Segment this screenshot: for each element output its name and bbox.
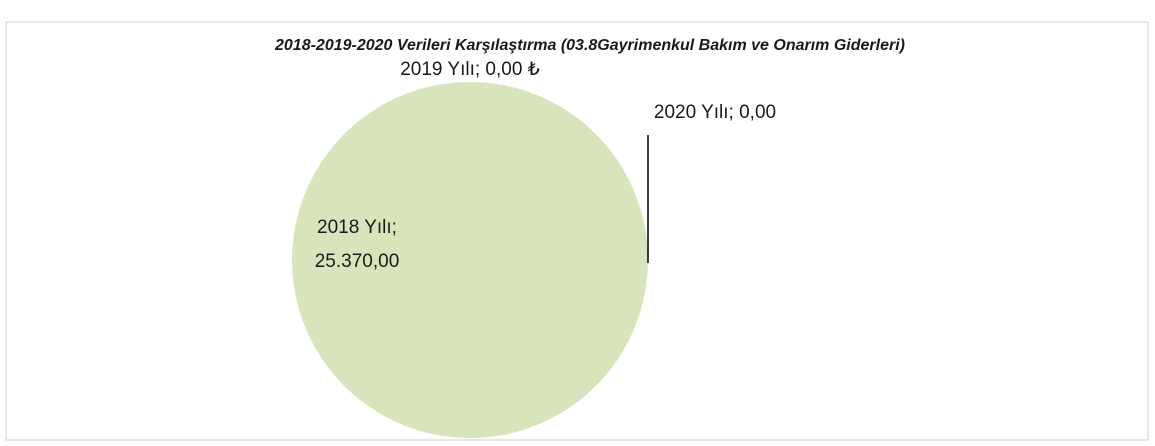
category-label: 2020 Yılı; (654, 102, 734, 123)
value-label: 25.370,00 (315, 251, 400, 272)
category-label: 2019 Yılı; (400, 59, 480, 80)
value-label: 0,00 (739, 102, 776, 123)
value-label: 0,00 ₺ (485, 59, 539, 80)
pie (292, 82, 648, 438)
pie-slice (292, 82, 648, 438)
chart-title: 2018-2019-2020 Verileri Karşılaştırma (0… (274, 37, 905, 54)
data-label: 2019 Yılı; 0,00 ₺ (400, 59, 540, 80)
category-label: 2018 Yılı; (317, 217, 397, 238)
data-label: 2020 Yılı; 0,00 (654, 102, 776, 123)
